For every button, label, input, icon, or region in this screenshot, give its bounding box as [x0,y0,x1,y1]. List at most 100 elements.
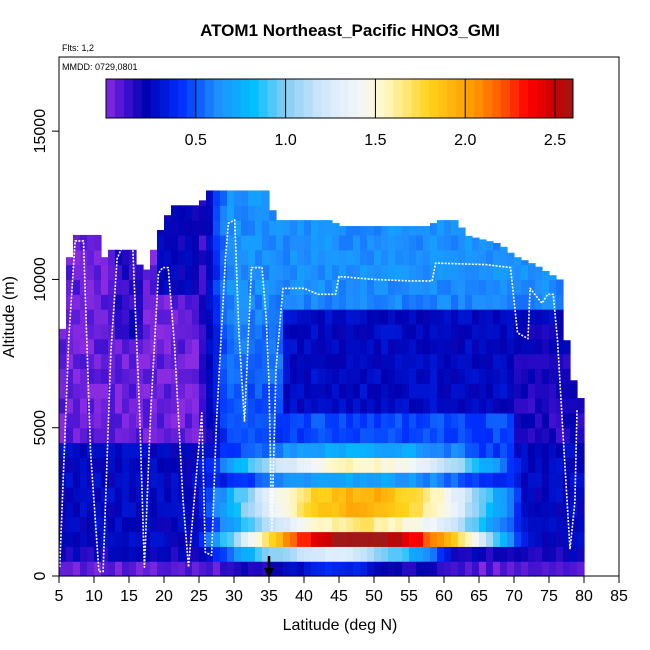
heat-cell [262,442,270,458]
heat-cell [395,249,403,266]
heat-cell [101,412,109,429]
heat-cell [367,309,375,325]
heat-cell [521,368,529,384]
heat-cell [374,294,382,310]
heat-cell [108,457,116,473]
heat-cell [346,353,354,369]
heat-cell [493,472,501,488]
heat-cell [283,279,291,295]
heat-cell [206,249,214,266]
heat-cell [59,398,67,414]
heat-cell [255,561,263,577]
heat-cell [430,338,438,355]
heat-cell [388,234,396,251]
heat-cell [381,264,389,281]
heat-cell [262,368,270,384]
heat-cell [437,398,445,414]
heat-cell [486,516,494,533]
heat-cell [248,383,256,399]
heat-cell [528,383,536,399]
heat-cell [563,412,571,429]
x-tick-label: 20 [155,588,173,605]
heat-cell [206,368,214,384]
heat-cell [122,264,130,281]
x-tick-label: 70 [505,588,523,605]
heat-cell [262,234,270,251]
heat-cell [213,501,221,518]
heat-cell [80,531,88,547]
heat-cell [87,546,95,562]
heat-cell [430,472,438,488]
heat-cell [255,472,263,488]
heat-cell [73,472,81,488]
heat-cell [150,383,158,399]
heat-cell [437,323,445,340]
heat-cell [423,338,431,355]
heat-cell [80,427,88,444]
heat-cell [269,487,277,503]
heat-cell [276,279,284,295]
heat-cell [206,190,214,206]
heat-cell [66,501,74,518]
heat-cell [528,561,536,577]
heat-cell [94,338,102,355]
heat-cell [59,501,67,518]
colorbar-segment [339,79,349,118]
heat-cell [199,457,207,473]
heat-cell [269,309,277,325]
heat-cell [206,546,214,562]
heat-cell [164,487,172,503]
heat-cell [164,427,172,444]
heat-cell [402,264,410,281]
heat-cell [563,340,571,355]
heat-cell [332,279,340,295]
heat-cell [185,205,193,221]
heat-cell [451,472,459,488]
x-tick-label: 55 [400,588,418,605]
heat-cell [423,309,431,325]
heat-cell [255,487,263,503]
heat-cell [185,531,193,547]
heat-cell [381,561,389,577]
heat-cell [465,309,473,325]
heat-cell [115,264,123,281]
heat-cell [416,226,424,236]
heat-cell [164,398,172,414]
heat-cell [437,338,445,355]
heat-cell [381,501,389,518]
heat-cell [325,398,333,414]
heat-cell [346,264,354,281]
heat-cell [283,294,291,310]
heat-cell [472,412,480,429]
heat-cell [367,412,375,429]
heat-cell [178,205,186,221]
heat-cell [423,501,431,518]
heat-cell [563,442,571,458]
heat-cell [332,338,340,355]
heat-cell [199,220,207,236]
heat-cell [297,501,305,518]
colorbar-segment [258,79,269,118]
x-tick-label: 60 [435,588,453,605]
heat-cell [507,472,515,488]
heat-cell [150,487,158,503]
heat-cell [493,323,501,340]
heat-cell [178,561,186,577]
heat-cell [108,531,116,547]
heat-cell [465,294,473,310]
colorbar-segment [222,79,233,118]
heat-cell [115,546,123,562]
heat-cell [297,309,305,325]
heat-cell [451,220,459,236]
heat-cell [80,398,88,414]
heat-cell [262,531,270,547]
heat-cell [297,294,305,310]
heat-cell [325,516,333,533]
heat-cell [465,264,473,281]
heat-cell [458,368,466,384]
heat-cell [388,457,396,473]
x-tick-label: 10 [85,588,103,605]
heat-cell [381,398,389,414]
heat-cell [444,234,452,251]
heat-cell [129,398,137,414]
